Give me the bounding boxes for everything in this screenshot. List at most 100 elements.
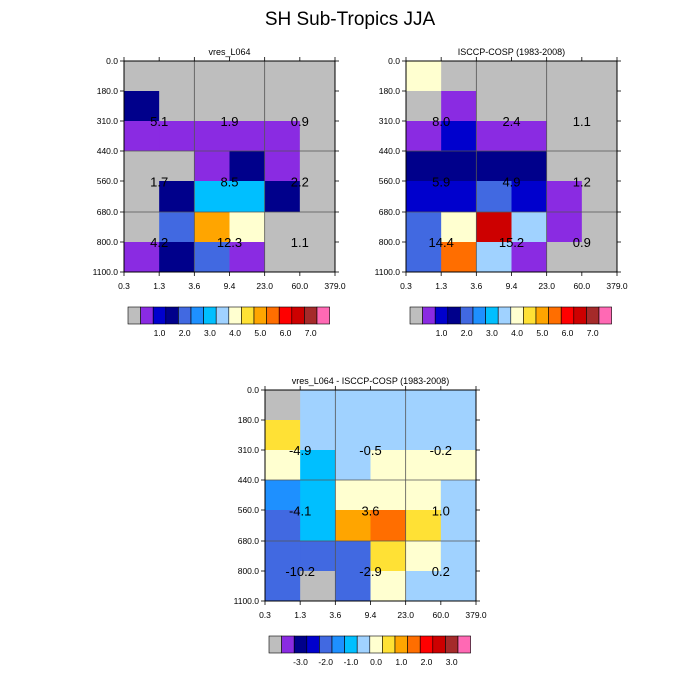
heatmap-cell bbox=[300, 480, 336, 511]
heatmap-cell bbox=[265, 450, 301, 481]
heatmap-cell bbox=[440, 571, 477, 602]
colorbar-label: 4.0 bbox=[511, 328, 523, 338]
colorbar-swatch bbox=[447, 306, 461, 325]
heatmap-cell bbox=[264, 121, 301, 152]
heatmap-cell bbox=[300, 541, 336, 572]
x-tick-label: 3.6 bbox=[188, 281, 200, 291]
heatmap-cell bbox=[476, 212, 512, 243]
heatmap-cell bbox=[405, 450, 442, 481]
heatmap-cell bbox=[124, 91, 160, 122]
colorbar-label: 2.0 bbox=[179, 328, 191, 338]
colorbar-swatch bbox=[356, 635, 371, 654]
heatmap-cell bbox=[581, 121, 618, 152]
cell-value: -0.2 bbox=[430, 443, 452, 458]
cell-value: 0.2 bbox=[432, 564, 450, 579]
colorbar-swatch bbox=[278, 306, 293, 325]
colorbar-label: 7.0 bbox=[587, 328, 599, 338]
x-tick-label: 379.0 bbox=[324, 281, 346, 291]
heatmap-cell bbox=[335, 420, 371, 451]
x-tick-label: 1.3 bbox=[153, 281, 165, 291]
heatmap-cell bbox=[511, 181, 548, 213]
x-tick-label: 379.0 bbox=[465, 610, 487, 620]
y-tick-label: 180.0 bbox=[97, 86, 119, 96]
heatmap-cell bbox=[406, 91, 442, 122]
heatmap-cell bbox=[194, 212, 230, 243]
colorbar-swatch bbox=[419, 635, 434, 654]
heatmap-panel-1: 0.0 180.0 310.0 440.0 560.0 680.0 800.0 1100.0 0… bbox=[93, 47, 346, 291]
x-tick-label: 3.6 bbox=[329, 610, 341, 620]
heatmap-cell bbox=[335, 510, 371, 542]
colorbar-label: 2.0 bbox=[421, 657, 433, 667]
heatmap-cell bbox=[441, 212, 477, 243]
heatmap-cell bbox=[581, 151, 618, 182]
y-tick-label: 180.0 bbox=[238, 415, 260, 425]
colorbar-swatch bbox=[409, 306, 423, 325]
y-tick-label: 800.0 bbox=[97, 237, 119, 247]
colorbar-swatch bbox=[445, 635, 459, 654]
colorbar-swatch bbox=[432, 635, 446, 654]
cell-value: -4.9 bbox=[289, 443, 311, 458]
y-tick-label: 560.0 bbox=[379, 176, 401, 186]
heatmap-cell bbox=[159, 121, 195, 152]
heatmap-cell bbox=[229, 242, 266, 273]
colorbar-label: -3.0 bbox=[293, 657, 308, 667]
heatmap-cell bbox=[546, 91, 583, 122]
colorbar-swatch bbox=[253, 306, 267, 325]
heatmap-cell bbox=[264, 242, 301, 273]
heatmap-cell bbox=[440, 390, 477, 421]
colorbar-swatch bbox=[140, 306, 154, 325]
heatmap-cell bbox=[124, 61, 160, 92]
heatmap-cell bbox=[476, 181, 512, 213]
y-tick-label: 1100.0 bbox=[93, 267, 119, 277]
y-tick-label: 440.0 bbox=[97, 146, 119, 156]
heatmap-cell bbox=[194, 121, 230, 152]
heatmap-cell bbox=[546, 242, 583, 273]
heatmap-cell bbox=[546, 151, 583, 182]
colorbar-swatch bbox=[306, 635, 320, 654]
heatmap-cell bbox=[370, 480, 407, 511]
colorbar-swatch bbox=[281, 635, 295, 654]
heatmap-cell bbox=[194, 242, 230, 273]
heatmap-cell bbox=[264, 91, 301, 122]
colorbar-label: 3.0 bbox=[204, 328, 216, 338]
x-tick-label: 0.3 bbox=[400, 281, 412, 291]
heatmap-cell bbox=[299, 61, 336, 92]
cell-value: -4.1 bbox=[289, 504, 311, 519]
heatmap-cell bbox=[405, 541, 442, 572]
heatmap-cell bbox=[335, 480, 371, 511]
cell-value: 14.4 bbox=[429, 235, 454, 250]
colorbar-swatch bbox=[460, 306, 474, 325]
cell-value: 8.5 bbox=[220, 175, 238, 190]
x-tick-label: 379.0 bbox=[606, 281, 628, 291]
heatmap-cell bbox=[441, 181, 477, 213]
colorbar-swatch bbox=[497, 306, 512, 325]
cell-value: 4.2 bbox=[150, 235, 168, 250]
heatmap-cell bbox=[300, 390, 336, 421]
x-tick-label: 23.0 bbox=[256, 281, 273, 291]
colorbar-swatch bbox=[203, 306, 217, 325]
heatmap-cell bbox=[300, 571, 336, 602]
colorbar-swatch bbox=[394, 635, 408, 654]
x-tick-label: 9.4 bbox=[224, 281, 236, 291]
colorbar-label: -1.0 bbox=[344, 657, 359, 667]
cell-value: 8.0 bbox=[432, 114, 450, 129]
heatmap-cell bbox=[406, 61, 442, 92]
colorbar-swatch bbox=[523, 306, 537, 325]
heatmap-cell bbox=[440, 420, 477, 451]
y-tick-label: 680.0 bbox=[379, 207, 401, 217]
colorbar-swatch bbox=[190, 306, 204, 325]
colorbar-swatch bbox=[369, 635, 383, 654]
colorbar-label: 6.0 bbox=[280, 328, 292, 338]
heatmap-cell bbox=[406, 151, 442, 182]
heatmap-cell bbox=[124, 181, 160, 213]
heatmap-cell bbox=[265, 480, 301, 511]
heatmap-cell bbox=[229, 61, 266, 92]
panel-title: vres_L064 - ISCCP-COSP (1983-2008) bbox=[292, 376, 449, 386]
heatmap-cell bbox=[300, 510, 336, 542]
heatmap-cell bbox=[476, 151, 512, 182]
cell-value: 1.2 bbox=[573, 175, 591, 190]
x-tick-label: 9.4 bbox=[506, 281, 518, 291]
cell-value: 1.1 bbox=[291, 235, 309, 250]
colorbar-swatch bbox=[407, 635, 421, 654]
heatmap-cell bbox=[335, 541, 371, 572]
